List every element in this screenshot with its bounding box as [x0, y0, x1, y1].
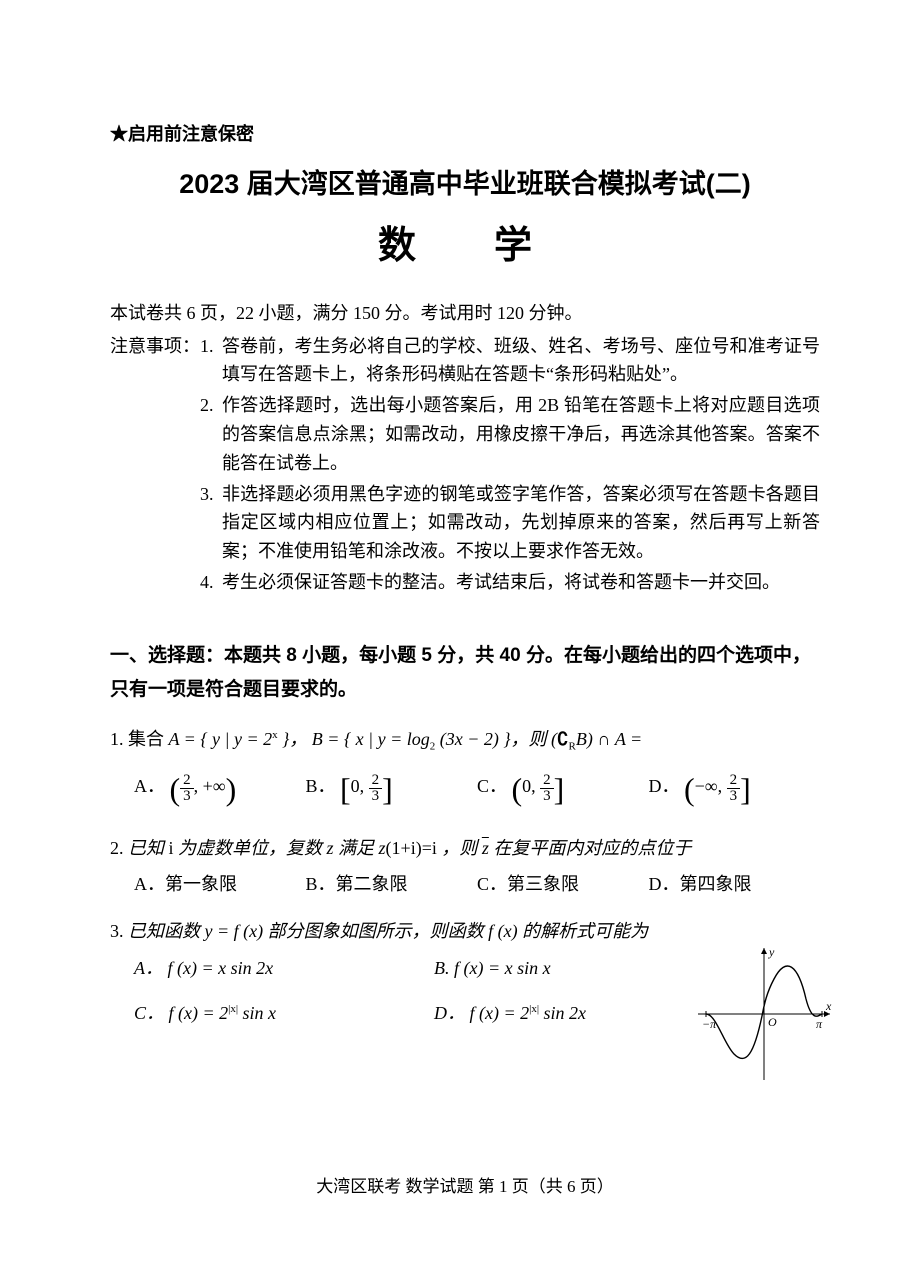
confidential-notice: ★启用前注意保密 [110, 120, 820, 149]
q3-D-post: sin 2x [539, 1003, 586, 1023]
y-arrow [761, 948, 767, 954]
q3-D-sup: |x| [529, 1003, 539, 1015]
q1-setB: B = { x | y = log2 (3x − 2) }，则 (∁RB) ∩ … [312, 729, 642, 749]
paper-info: 本试卷共 6 页，22 小题，满分 150 分。考试用时 120 分钟。 [110, 299, 820, 328]
q2-stem: 2. 已知 i 为虚数单位，复数 z 满足 z(1+i)=i ，则 z 在复平面… [110, 834, 820, 863]
q3-options: A． f (x) = x sin 2x B. f (x) = x sin x C… [134, 954, 684, 1028]
notice-text: 答卷前，考生务必将自己的学校、班级、姓名、考场号、座位号和准考证号填写在答题卡上… [222, 332, 820, 390]
notices-block: 注意事项： 1. 答卷前，考生务必将自己的学校、班级、姓名、考场号、座位号和准考… [110, 332, 820, 599]
label-origin: O [768, 1015, 777, 1029]
q3-opt-A: A． f (x) = x sin 2x [134, 954, 434, 983]
q1-opt-D: D． (−∞, 23] [649, 764, 821, 815]
notice-text: 考生必须保证答题卡的整洁。考试结束后，将试卷和答题卡一并交回。 [222, 568, 820, 597]
label-x: x [825, 999, 832, 1013]
label-y: y [768, 945, 775, 959]
q3-stem: 3. 已知函数 y = f (x) 部分图象如图所示，则函数 f (x) 的解析… [110, 917, 820, 946]
notice-item: 2. 作答选择题时，选出每小题答案后，用 2B 铅笔在答题卡上将对应题目选项的答… [200, 391, 820, 477]
q1-A-label: A． [134, 776, 165, 796]
page-footer: 大湾区联考 数学试题 第 1 页（共 6 页） [110, 1173, 820, 1200]
label-neg-pi: −π [702, 1017, 717, 1031]
notice-item: 4. 考生必须保证答题卡的整洁。考试结束后，将试卷和答题卡一并交回。 [200, 568, 820, 597]
notice-item: 1. 答卷前，考生务必将自己的学校、班级、姓名、考场号、座位号和准考证号填写在答… [200, 332, 820, 390]
subject-title: 数 学 [110, 216, 820, 277]
q3-C-post: sin x [238, 1003, 276, 1023]
q3-opt-C: C． f (x) = 2|x| sin x [134, 999, 434, 1028]
question-2: 2. 已知 i 为虚数单位，复数 z 满足 z(1+i)=i ，则 z 在复平面… [110, 834, 820, 900]
q2-text: 已知 i 为虚数单位，复数 z 满足 z(1+i)=i ，则 z 在复平面内对应… [128, 838, 691, 858]
section-1-heading: 一、选择题：本题共 8 小题，每小题 5 分，共 40 分。在每小题给出的四个选… [110, 639, 820, 707]
q2-opt-B: B．第二象限 [306, 870, 478, 899]
notice-num: 2. [200, 391, 222, 477]
q1-comp-sub: R [569, 741, 576, 753]
q1-setB-arg: (3x − 2) }，则 ( [435, 729, 557, 749]
q2-opt-D: D．第四象限 [649, 870, 821, 899]
q2-num: 2. [110, 838, 124, 858]
q1-setB-text: B = { x | y = log [312, 729, 430, 749]
q3-B-text: B. f (x) = x sin x [434, 958, 551, 978]
label-pi: π [816, 1017, 823, 1031]
notice-item: 3. 非选择题必须用黑色字迹的钢笔或签字笔作答，答案必须写在答题卡各题目指定区域… [200, 480, 820, 566]
question-1: 1. 集合 A = { y | y = 2x }， B = { x | y = … [110, 725, 820, 815]
notice-num: 4. [200, 568, 222, 597]
notice-text: 非选择题必须用黑色字迹的钢笔或签字笔作答，答案必须写在答题卡各题目指定区域内相应… [222, 480, 820, 566]
q3-opt-D: D． f (x) = 2|x| sin 2x [434, 999, 684, 1028]
notices-body: 1. 答卷前，考生务必将自己的学校、班级、姓名、考场号、座位号和准考证号填写在答… [200, 332, 820, 599]
q3-C-pre: C． f (x) = 2 [134, 1003, 228, 1023]
q1-text-pre: 集合 [128, 729, 169, 749]
q1-B-label: B． [306, 776, 336, 796]
q1-setA: A = { y | y = 2x }， [169, 729, 312, 749]
q1-setB-post: B) ∩ A = [576, 729, 642, 749]
q1-options: A． (23, +∞) B． [0, 23] C． (0, 23] D． (−∞… [134, 764, 820, 815]
graph-svg: −π π x y O [694, 944, 834, 1084]
q2-options: A．第一象限 B．第二象限 C．第三象限 D．第四象限 [134, 870, 820, 899]
q3-A-text: A． f (x) = x sin 2x [134, 958, 273, 978]
q1-num: 1. [110, 729, 124, 749]
notice-num: 1. [200, 332, 222, 390]
q3-D-pre: D． f (x) = 2 [434, 1003, 529, 1023]
q1-D-label: D． [649, 776, 680, 796]
q3-num: 3. [110, 921, 124, 941]
q1-setA-text: A = { y | y = 2 [169, 729, 273, 749]
exam-title: 2023 届大湾区普通高中毕业班联合模拟考试(二) [110, 163, 820, 206]
q3-graph: −π π x y O [694, 944, 834, 1093]
q3-text: 已知函数 y = f (x) 部分图象如图所示，则函数 f (x) 的解析式可能… [128, 921, 648, 941]
notices-label: 注意事项： [110, 332, 200, 599]
notice-num: 3. [200, 480, 222, 566]
q1-setA-post: }， [278, 729, 312, 749]
q1-complement: ∁ [557, 729, 568, 749]
notice-text: 作答选择题时，选出每小题答案后，用 2B 铅笔在答题卡上将对应题目选项的答案信息… [222, 391, 820, 477]
q1-stem: 1. 集合 A = { y | y = 2x }， B = { x | y = … [110, 725, 820, 756]
q2-opt-C: C．第三象限 [477, 870, 649, 899]
q1-opt-A: A． (23, +∞) [134, 764, 306, 815]
q1-C-label: C． [477, 776, 507, 796]
q1-opt-B: B． [0, 23] [306, 764, 478, 815]
q2-opt-A: A．第一象限 [134, 870, 306, 899]
q1-opt-C: C． (0, 23] [477, 764, 649, 815]
q3-C-sup: |x| [228, 1003, 238, 1015]
q3-opt-B: B. f (x) = x sin x [434, 954, 684, 983]
question-3: 3. 已知函数 y = f (x) 部分图象如图所示，则函数 f (x) 的解析… [110, 917, 820, 1093]
